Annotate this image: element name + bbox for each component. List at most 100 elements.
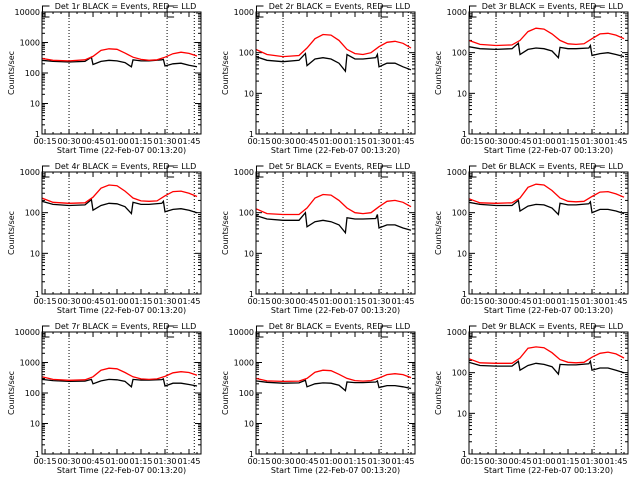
detector-plot-8: Det 8r BLACK = Events, RED = LLD 1 10 100 10…	[214, 320, 427, 480]
series-events-line	[468, 42, 625, 60]
x-tick-label: 00:15	[461, 297, 484, 306]
x-tick-label: 00:45	[508, 137, 531, 146]
x-tick-label: 00:15	[34, 297, 57, 306]
series-events-line	[41, 198, 198, 216]
y-axis-label: Counts/sec	[221, 51, 230, 95]
plot-title: Det 3r BLACK = Events, RED = LLD	[482, 2, 624, 11]
plot-title: Det 8r BLACK = Events, RED = LLD	[269, 322, 411, 331]
detector-plot-2: Det 2r BLACK = Events, RED = LLD 1 10 100 10…	[214, 0, 427, 160]
x-tick-label: 00:30	[272, 297, 295, 306]
x-axis-label: Start Time (22-Feb-07 00:13:20)	[271, 466, 400, 475]
x-tick-label: 01:45	[391, 137, 414, 146]
x-tick-label: 01:15	[129, 297, 152, 306]
x-tick-label: 01:30	[580, 457, 603, 466]
x-tick-label: 01:15	[556, 297, 579, 306]
y-tick-label: 1	[462, 290, 467, 299]
series-lld-line	[41, 48, 198, 62]
x-tick-label: 00:30	[58, 457, 81, 466]
y-axis-label: Counts/sec	[7, 371, 16, 415]
y-tick-label: 1000	[20, 39, 40, 48]
y-tick-label: 1000	[447, 8, 467, 17]
x-tick-label: 00:30	[485, 297, 508, 306]
y-tick-label: 1	[249, 450, 254, 459]
series-events-line	[41, 377, 198, 388]
x-tick-label: 01:15	[556, 457, 579, 466]
x-axis-label: Start Time (22-Feb-07 00:13:20)	[484, 466, 613, 475]
x-tick-label: 01:45	[177, 457, 200, 466]
y-tick-label: 100	[25, 389, 40, 398]
plot-title: Det 2r BLACK = Events, RED = LLD	[269, 2, 411, 11]
series-lld-line	[41, 367, 198, 381]
detector-plot-6: Det 6r BLACK = Events, RED = LLD 1 10 100 10…	[427, 160, 640, 320]
x-tick-label: 00:30	[272, 457, 295, 466]
plot-svg: Det 8r BLACK = Events, RED = LLD 1 10 100 10…	[221, 322, 416, 475]
plot-svg: Det 4r BLACK = Events, RED = LLD 1 10 100 10…	[7, 162, 202, 315]
plot-svg: Det 6r BLACK = Events, RED = LLD 1 10 100 10…	[434, 162, 629, 315]
series-lld-line	[255, 193, 412, 216]
plot-svg: Det 2r BLACK = Events, RED = LLD 1 10 100 10…	[221, 2, 416, 155]
x-tick-label: 00:45	[295, 137, 318, 146]
y-tick-label: 100	[452, 209, 467, 218]
plot-frame	[255, 11, 416, 135]
x-tick-label: 01:30	[153, 457, 176, 466]
plot-frame	[41, 171, 202, 295]
x-tick-label: 00:30	[485, 137, 508, 146]
y-tick-label: 100	[452, 49, 467, 58]
y-axis-label: Counts/sec	[7, 51, 16, 95]
x-axis-label: Start Time (22-Feb-07 00:13:20)	[484, 146, 613, 155]
plot-frame	[255, 331, 416, 455]
series-lld-line	[468, 346, 625, 364]
plot-svg: Det 5r BLACK = Events, RED = LLD 1 10 100 10…	[221, 162, 416, 315]
x-tick-label: 00:45	[508, 297, 531, 306]
y-tick-label: 10000	[229, 328, 254, 337]
y-axis-label: Counts/sec	[7, 211, 16, 255]
y-axis-label: Counts/sec	[221, 211, 230, 255]
y-tick-label: 1	[462, 130, 467, 139]
x-tick-label: 01:45	[391, 457, 414, 466]
x-tick-label: 00:30	[58, 297, 81, 306]
x-tick-label: 01:30	[580, 297, 603, 306]
x-tick-label: 00:15	[34, 137, 57, 146]
y-tick-label: 10	[457, 249, 467, 258]
y-tick-label: 10	[244, 249, 254, 258]
y-tick-label: 10	[30, 100, 40, 109]
detector-plot-1: Det 1r BLACK = Events, RED = LLD 1 10 100 10…	[0, 0, 213, 160]
detector-plot-5: Det 5r BLACK = Events, RED = LLD 1 10 100 10…	[214, 160, 427, 320]
plot-svg: Det 9r BLACK = Events, RED = LLD 1 10 100 10…	[434, 322, 629, 475]
x-axis-label: Start Time (22-Feb-07 00:13:20)	[57, 466, 186, 475]
x-tick-label: 00:15	[248, 137, 271, 146]
y-tick-label: 100	[239, 209, 254, 218]
x-tick-label: 01:00	[319, 137, 342, 146]
y-tick-label: 1	[35, 450, 40, 459]
x-tick-label: 01:45	[177, 297, 200, 306]
y-tick-label: 1000	[20, 168, 40, 177]
x-tick-label: 01:30	[367, 457, 390, 466]
x-tick-label: 00:45	[295, 297, 318, 306]
x-tick-label: 01:00	[319, 297, 342, 306]
y-tick-label: 10	[244, 420, 254, 429]
x-tick-label: 01:30	[153, 137, 176, 146]
y-tick-label: 1000	[20, 359, 40, 368]
x-tick-label: 01:15	[129, 457, 152, 466]
y-tick-label: 1000	[234, 8, 254, 17]
plot-svg: Det 3r BLACK = Events, RED = LLD 1 10 100 10…	[434, 2, 629, 155]
y-tick-label: 1	[35, 290, 40, 299]
y-tick-label: 10000	[15, 328, 40, 337]
y-tick-label: 10	[30, 420, 40, 429]
series-lld-line	[255, 33, 412, 58]
plot-frame	[41, 11, 202, 135]
y-tick-label: 1	[249, 130, 254, 139]
x-axis-label: Start Time (22-Feb-07 00:13:20)	[484, 306, 613, 315]
y-tick-label: 100	[239, 389, 254, 398]
plot-title: Det 9r BLACK = Events, RED = LLD	[482, 322, 624, 331]
x-tick-label: 01:00	[319, 457, 342, 466]
y-tick-label: 100	[452, 369, 467, 378]
x-tick-label: 00:45	[508, 457, 531, 466]
x-tick-label: 00:45	[81, 297, 104, 306]
y-axis-label: Counts/sec	[434, 371, 443, 415]
series-events-line	[41, 56, 198, 68]
plot-frame	[41, 331, 202, 455]
x-tick-label: 01:00	[532, 137, 555, 146]
x-tick-label: 01:30	[367, 297, 390, 306]
x-tick-label: 00:30	[272, 137, 295, 146]
